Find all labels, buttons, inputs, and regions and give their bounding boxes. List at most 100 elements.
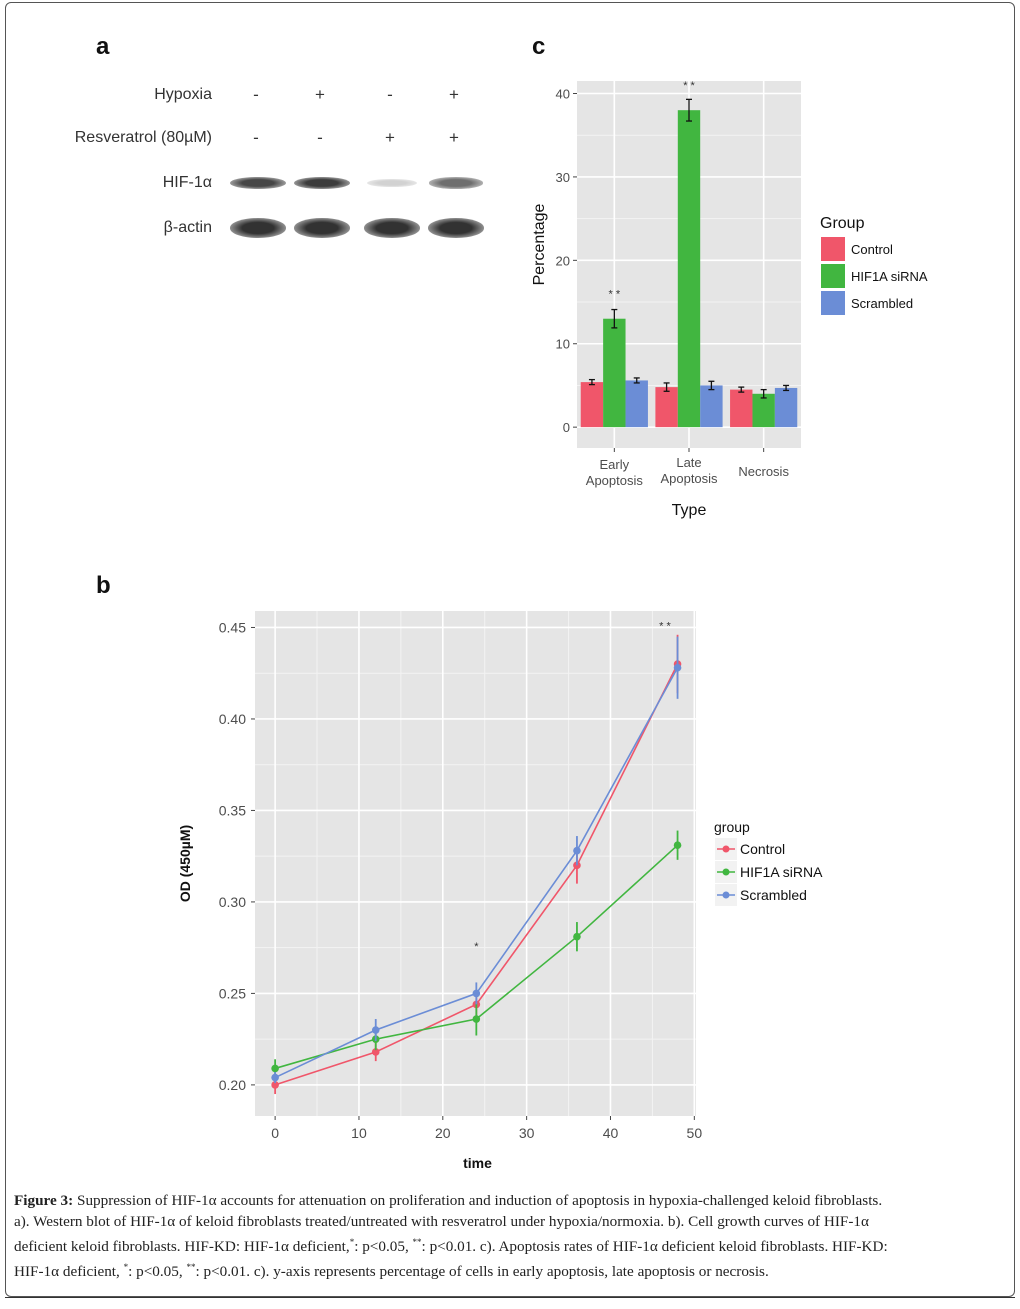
x-axis-title: Type <box>672 502 707 519</box>
bar <box>655 387 678 428</box>
y-axis-title: OD (450µM) <box>177 825 193 902</box>
bar <box>700 385 723 428</box>
bar <box>677 110 701 428</box>
bar <box>774 387 798 428</box>
caption-line: a). Western blot of HIF-1α of keloid fib… <box>14 1213 869 1230</box>
figure-frame <box>5 2 1015 1297</box>
x-tick-label: Early <box>600 457 630 472</box>
bar <box>603 318 626 428</box>
x-tick-label: Apoptosis <box>660 471 718 486</box>
protein-label: β-actin <box>163 219 212 236</box>
y-axis-title: Percentage <box>531 203 548 285</box>
bar <box>752 393 775 428</box>
y-tick-label: 40 <box>556 87 570 102</box>
treatment-sign: - <box>317 128 323 147</box>
treatment-row-label: Resveratrol (80µM) <box>74 129 212 146</box>
legend-point <box>722 891 730 899</box>
x-tick-label: Necrosis <box>738 464 789 479</box>
legend-title: Group <box>820 215 865 232</box>
caption-superscript: * <box>349 1237 355 1247</box>
panel-b-letter: b <box>96 572 111 599</box>
legend-swatch <box>821 291 845 315</box>
data-point <box>271 1073 279 1082</box>
y-tick-label: 20 <box>556 253 570 268</box>
y-tick-label: 0.35 <box>219 802 246 818</box>
caption-line: Figure 3: Suppression of HIF-1α accounts… <box>14 1192 883 1209</box>
significance-label: * * <box>659 621 671 633</box>
blot-band <box>364 218 420 238</box>
blot-band <box>230 218 286 238</box>
legend-label: Scrambled <box>851 296 913 311</box>
x-tick-label: 30 <box>519 1125 535 1141</box>
y-tick-label: 0 <box>563 420 570 435</box>
bar <box>730 389 753 428</box>
x-tick-label: 50 <box>687 1125 703 1141</box>
x-tick-label: 20 <box>435 1125 451 1141</box>
y-tick-label: 10 <box>556 337 570 352</box>
blot-band <box>429 177 483 189</box>
data-point <box>271 1081 279 1089</box>
data-point <box>573 932 581 941</box>
panel-c-letter: c <box>532 33 546 60</box>
caption-superscript: ** <box>412 1237 422 1247</box>
legend-label: Control <box>851 242 893 257</box>
y-tick-label: 30 <box>556 170 570 185</box>
plot-background <box>255 611 696 1116</box>
treatment-sign: - <box>253 85 259 104</box>
data-point <box>371 1048 380 1056</box>
legend-point <box>722 845 730 853</box>
legend-label: HIF1A siRNA <box>740 864 823 880</box>
treatment-sign: + <box>385 128 395 147</box>
data-point <box>573 861 581 870</box>
y-tick-label: 0.20 <box>219 1077 246 1093</box>
caption-figure-label: Figure 3: <box>14 1192 74 1209</box>
significance-label: * * <box>609 289 621 301</box>
caption-line: deficient keloid fibroblasts. HIF-KD: HI… <box>14 1237 888 1256</box>
y-tick-label: 0.45 <box>219 619 246 635</box>
legend-swatch <box>821 237 845 261</box>
y-tick-label: 0.40 <box>219 711 246 727</box>
treatment-sign: + <box>315 85 325 104</box>
data-point <box>371 1026 380 1034</box>
blot-band <box>294 176 350 190</box>
x-tick-label: 0 <box>271 1125 279 1141</box>
x-tick-label: 10 <box>351 1125 367 1141</box>
treatment-sign: - <box>387 85 393 104</box>
caption-line: HIF-1α deficient, *: p<0.05, **: p<0.01.… <box>14 1262 769 1281</box>
y-tick-label: 0.30 <box>219 894 246 910</box>
figure-caption: Figure 3: Suppression of HIF-1α accounts… <box>14 1190 1009 1282</box>
treatment-sign: + <box>449 128 459 147</box>
blot-band <box>428 218 484 238</box>
treatment-sign: + <box>449 85 459 104</box>
legend-title: group <box>714 819 750 835</box>
significance-label: * <box>474 941 479 953</box>
legend-swatch <box>821 264 845 288</box>
data-point <box>673 841 682 850</box>
bar <box>580 382 604 428</box>
x-tick-label: Late <box>676 455 701 470</box>
treatment-sign: - <box>253 128 259 147</box>
caption-superscript: ** <box>186 1262 196 1273</box>
data-point <box>673 663 682 672</box>
y-tick-label: 0.25 <box>219 985 246 1001</box>
legend-label: Control <box>740 841 785 857</box>
caption-superscript: * <box>123 1262 129 1273</box>
bottom-rule <box>5 1297 1015 1298</box>
x-tick-label: Apoptosis <box>586 473 644 488</box>
protein-label: HIF-1α <box>162 174 212 191</box>
data-point <box>271 1064 279 1073</box>
x-axis-title: time <box>463 1155 492 1171</box>
data-point <box>472 989 481 998</box>
data-point <box>573 846 581 855</box>
legend-label: HIF1A siRNA <box>851 269 928 284</box>
growth-curve-chart: 0.20 0.25 0.30 0.35 0.40 0.45 0 10 20 30 40 50 * * * t… <box>177 611 823 1171</box>
panel-a-letter: a <box>96 33 110 60</box>
legend-label: Scrambled <box>740 887 807 903</box>
blot-band <box>294 218 350 238</box>
x-tick-label: 40 <box>603 1125 619 1141</box>
blot-band <box>366 178 418 188</box>
treatment-row-label: Hypoxia <box>154 86 212 103</box>
significance-label: * * <box>683 80 695 92</box>
data-point <box>472 1015 481 1023</box>
